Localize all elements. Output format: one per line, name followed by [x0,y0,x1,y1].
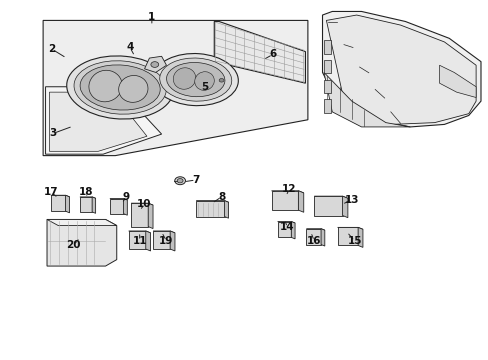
Polygon shape [277,221,294,223]
Polygon shape [324,80,330,93]
Ellipse shape [194,72,214,90]
Ellipse shape [153,54,238,105]
Text: 3: 3 [50,129,57,138]
Polygon shape [271,191,303,193]
Polygon shape [324,72,409,127]
Polygon shape [145,231,150,251]
Text: 9: 9 [122,192,130,202]
Polygon shape [337,228,362,229]
Polygon shape [110,199,123,214]
Polygon shape [306,229,321,244]
Polygon shape [322,12,480,127]
Ellipse shape [74,61,166,114]
Ellipse shape [66,56,173,119]
Ellipse shape [119,76,148,102]
Polygon shape [49,92,147,151]
Ellipse shape [151,62,158,67]
Text: 2: 2 [48,44,56,54]
Text: 7: 7 [192,175,199,185]
Polygon shape [324,99,330,113]
Polygon shape [110,199,127,200]
Polygon shape [196,201,228,202]
Polygon shape [196,201,224,217]
Ellipse shape [174,177,185,185]
Text: 16: 16 [306,236,321,246]
Polygon shape [324,60,330,73]
Polygon shape [51,195,65,211]
Text: 18: 18 [79,187,93,197]
Ellipse shape [80,65,160,110]
Polygon shape [357,228,362,247]
Polygon shape [326,15,475,125]
Text: 17: 17 [43,187,58,197]
Polygon shape [170,231,175,251]
Ellipse shape [177,179,183,183]
Polygon shape [214,22,305,83]
Text: 6: 6 [268,49,276,59]
Polygon shape [271,191,298,210]
Ellipse shape [89,70,122,102]
Polygon shape [144,56,166,72]
Polygon shape [80,197,96,198]
Polygon shape [324,40,330,54]
Polygon shape [342,196,347,218]
Polygon shape [51,195,69,197]
Polygon shape [131,203,153,205]
Ellipse shape [166,63,224,97]
Text: 5: 5 [201,82,208,92]
Polygon shape [128,231,145,249]
Polygon shape [80,197,92,212]
Text: 12: 12 [282,184,296,194]
Polygon shape [47,220,117,226]
Polygon shape [291,221,294,239]
Text: 4: 4 [126,42,133,52]
Text: 14: 14 [280,222,294,232]
Text: 15: 15 [347,236,361,246]
Polygon shape [337,228,357,246]
Text: 13: 13 [344,195,358,205]
Text: 10: 10 [137,199,151,210]
Polygon shape [224,201,228,218]
Polygon shape [314,196,347,198]
Polygon shape [153,231,170,249]
Polygon shape [45,87,161,154]
Polygon shape [131,203,148,226]
Polygon shape [277,221,291,237]
Polygon shape [123,199,127,215]
Polygon shape [298,191,303,212]
Polygon shape [47,220,117,266]
Polygon shape [65,195,69,213]
Text: 11: 11 [132,236,146,246]
Polygon shape [314,196,342,216]
Text: 1: 1 [148,12,155,22]
Polygon shape [148,203,153,229]
Ellipse shape [173,68,195,89]
Polygon shape [439,65,475,98]
Text: 8: 8 [218,192,225,202]
Ellipse shape [160,58,231,101]
Polygon shape [306,229,324,230]
Polygon shape [43,21,307,156]
Ellipse shape [219,78,224,82]
Polygon shape [153,231,175,233]
Text: 20: 20 [66,240,81,250]
Text: 19: 19 [159,236,173,246]
Polygon shape [92,197,96,213]
Polygon shape [321,229,324,246]
Polygon shape [128,231,150,233]
